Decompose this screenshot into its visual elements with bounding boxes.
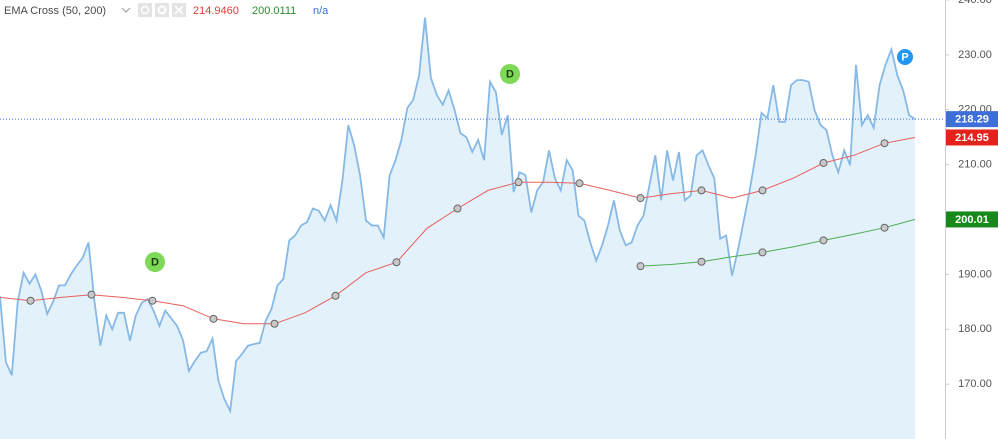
- remove-glyph: [174, 5, 184, 15]
- annotation-text: P: [901, 51, 908, 63]
- settings-glyph: [157, 5, 167, 15]
- marker: [270, 319, 279, 328]
- last-value-tag: [946, 129, 998, 146]
- legend-value: 200.0111: [252, 5, 296, 17]
- marker: [758, 186, 767, 195]
- last-value-label: 218.29: [955, 114, 989, 126]
- marker: [148, 296, 157, 305]
- y-tick-label: 210.00: [958, 159, 992, 171]
- annotation-text: D: [506, 68, 514, 80]
- y-tick-label: 180.00: [958, 323, 992, 335]
- marker: [575, 179, 584, 188]
- annotation-text: D: [151, 256, 159, 268]
- annotation-badge: [145, 252, 165, 272]
- annotation-badge: [500, 64, 520, 84]
- last-value-tag: [946, 211, 998, 228]
- legend-value: n/a: [313, 5, 329, 17]
- line: [0, 17, 916, 415]
- marker: [87, 290, 96, 299]
- annotation-badge: [897, 49, 913, 65]
- legend-title: EMA Cross (50, 200): [4, 5, 106, 17]
- visibility-icon[interactable]: [138, 3, 152, 17]
- marker: [514, 178, 523, 187]
- y-tick-label: 170.00: [958, 378, 992, 390]
- marker: [697, 257, 706, 266]
- y-tick-label: 240.00: [958, 0, 992, 6]
- marker: [331, 291, 340, 300]
- last-value-label: 200.01: [955, 214, 989, 226]
- settings-icon[interactable]: [155, 3, 169, 17]
- marker: [636, 194, 645, 203]
- plot: D D P: [0, 17, 916, 439]
- y-tick-label: 230.00: [958, 49, 992, 61]
- visibility-glyph: [140, 5, 150, 15]
- dropdown-icon[interactable]: [121, 7, 131, 13]
- legend: EMA Cross (50, 200) 214.9460 200.0111 n/a: [4, 3, 329, 17]
- marker: [636, 262, 645, 271]
- marker: [453, 204, 462, 213]
- marker: [880, 223, 889, 232]
- area: [0, 17, 915, 439]
- last-value-label: 214.95: [955, 132, 989, 144]
- marker: [819, 236, 828, 245]
- marker: [819, 158, 828, 167]
- marker: [209, 314, 218, 323]
- marker: [880, 139, 889, 148]
- marker: [26, 296, 35, 305]
- marker: [392, 258, 401, 267]
- legend-value: 214.9460: [193, 5, 239, 17]
- marker: [697, 186, 706, 195]
- last-value-tag: [946, 111, 998, 128]
- y-tick-label: 190.00: [958, 268, 992, 280]
- line: [640, 218, 916, 267]
- marker: [758, 248, 767, 257]
